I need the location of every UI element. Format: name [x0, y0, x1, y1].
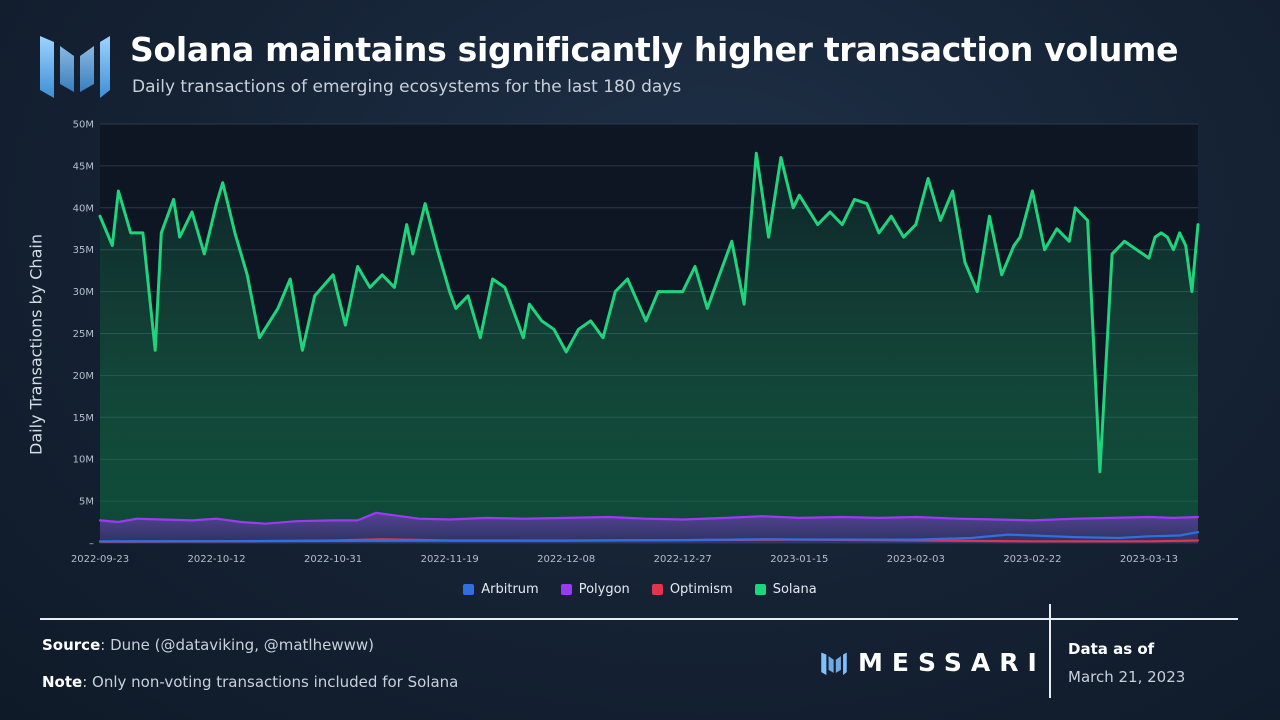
series-solana-area: [100, 153, 1198, 544]
legend-swatch: [560, 584, 572, 595]
y-tick-label: 10M: [73, 455, 94, 466]
x-tick-label: 2022-12-27: [654, 554, 712, 565]
source-text: Source: Dune (@dataviking, @matlhewww): [42, 636, 374, 654]
chart-title: Solana maintains significantly higher tr…: [130, 30, 1179, 69]
y-tick-label: 40M: [73, 203, 94, 214]
series-layer: [98, 151, 1200, 544]
brand-name: MESSARI: [858, 648, 1046, 677]
legend-label: Optimism: [669, 582, 733, 597]
x-tick-label: 2023-02-03: [887, 554, 945, 565]
x-tick-label: 2023-03-13: [1120, 554, 1178, 565]
y-axis-ticks: – 5M 10M 15M 20M 25M 30M 35M 40M 45M 50M: [73, 120, 94, 550]
line-chart: – 5M 10M 15M 20M 25M 30M 35M 40M 45M 50M 2022-09-2…: [71, 120, 1200, 565]
legend-label: Arbitrum: [481, 582, 539, 597]
series-polygon-area: [100, 512, 1198, 543]
x-tick-label: 2022-10-31: [304, 554, 362, 565]
y-tick-label: 35M: [73, 245, 94, 256]
y-tick-label: 15M: [73, 413, 94, 424]
legend-label: Solana: [772, 582, 817, 597]
legend: Arbitrum Polygon Optimism Solana: [0, 582, 1280, 597]
messari-logo-icon: [40, 36, 110, 98]
legend-item-arbitrum[interactable]: Arbitrum: [463, 582, 539, 597]
series-arbitrum-line: [98, 531, 1200, 543]
x-tick-label: 2023-02-22: [1003, 554, 1061, 565]
data-as-of-label: Data as of: [1068, 640, 1155, 658]
x-tick-label: 2022-11-19: [421, 554, 479, 565]
legend-swatch: [651, 584, 663, 595]
y-tick-label: 5M: [79, 497, 94, 508]
series-solana-line: [98, 151, 1200, 474]
x-tick-label: 2023-01-15: [770, 554, 828, 565]
y-tick-label: 25M: [73, 329, 94, 340]
messari-mark-icon: [821, 651, 847, 675]
footer-divider: [40, 618, 1238, 620]
y-tick-label: 30M: [73, 287, 94, 298]
chart-subtitle: Daily transactions of emerging ecosystem…: [132, 77, 682, 97]
y-tick-label: 20M: [73, 371, 94, 382]
source-value: : Dune (@dataviking, @matlhewww): [100, 636, 374, 654]
legend-item-optimism[interactable]: Optimism: [651, 582, 733, 597]
y-tick-label: 45M: [73, 161, 94, 172]
legend-item-polygon[interactable]: Polygon: [560, 582, 630, 597]
note-text: Note: Only non-voting transactions inclu…: [42, 673, 458, 691]
y-tick-label: 50M: [73, 120, 94, 131]
legend-swatch: [463, 584, 475, 595]
legend-swatch: [754, 584, 766, 595]
source-label: Source: [42, 636, 101, 654]
note-value: : Only non-voting transactions included …: [82, 673, 459, 691]
x-axis-ticks: 2022-09-23 2022-10-12 2022-10-31 2022-11-19…: [71, 554, 1178, 565]
footer-vertical-divider: [1049, 604, 1051, 698]
x-tick-label: 2022-12-08: [537, 554, 595, 565]
legend-label: Polygon: [578, 582, 630, 597]
legend-item-solana[interactable]: Solana: [754, 582, 817, 597]
series-polygon-line: [98, 511, 1200, 525]
x-tick-label: 2022-09-23: [71, 554, 129, 565]
data-as-of-date: March 21, 2023: [1068, 668, 1186, 686]
messari-brand: MESSARI: [820, 648, 1046, 677]
note-label: Note: [42, 673, 83, 691]
x-tick-label: 2022-10-12: [187, 554, 245, 565]
y-tick-label: –: [89, 539, 94, 550]
